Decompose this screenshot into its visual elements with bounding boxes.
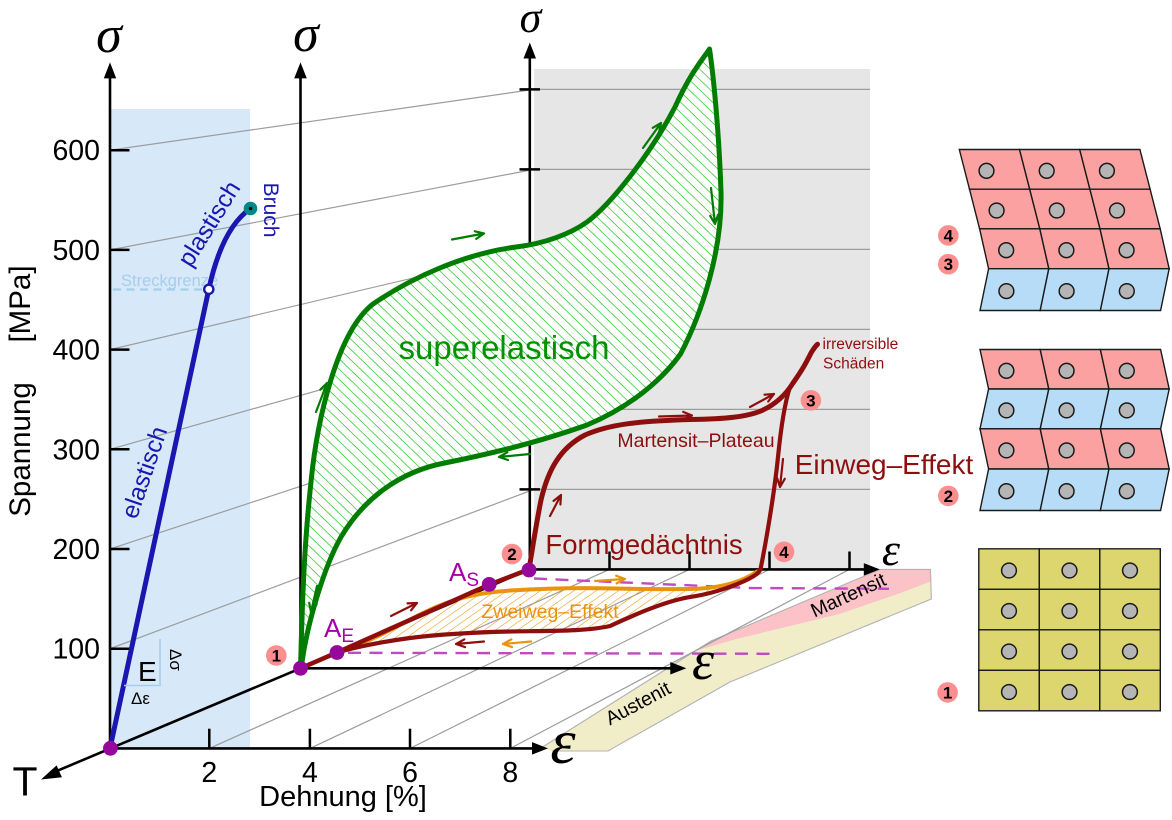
svg-text:Martensit–Plateau: Martensit–Plateau xyxy=(617,430,774,452)
svg-text:ε: ε xyxy=(882,524,901,575)
svg-text:Einweg–Effekt: Einweg–Effekt xyxy=(795,449,974,480)
svg-text:Bruch: Bruch xyxy=(259,183,282,238)
svg-text:Dehnung [%]: Dehnung [%] xyxy=(259,781,427,813)
svg-text:[MPa]: [MPa] xyxy=(4,265,37,342)
svg-text:3: 3 xyxy=(944,255,953,274)
svg-text:superelastisch: superelastisch xyxy=(399,329,610,366)
svg-text:2: 2 xyxy=(944,487,953,506)
svg-text:4: 4 xyxy=(944,226,954,245)
svg-text:σ: σ xyxy=(520,0,544,42)
svg-text:AS: AS xyxy=(449,557,479,591)
svg-text:Formgedächtnis: Formgedächtnis xyxy=(545,529,742,560)
svg-text:600: 600 xyxy=(52,135,100,167)
svg-text:ε: ε xyxy=(692,630,715,692)
svg-text:E: E xyxy=(138,656,157,687)
svg-text:3: 3 xyxy=(806,391,815,410)
svg-text:T: T xyxy=(13,759,38,805)
svg-text:Δε: Δε xyxy=(131,689,150,708)
svg-text:Spannung: Spannung xyxy=(4,382,37,517)
svg-text:1: 1 xyxy=(943,683,952,702)
svg-text:400: 400 xyxy=(52,335,100,367)
svg-text:ε: ε xyxy=(550,706,576,777)
svg-text:2: 2 xyxy=(201,757,217,789)
svg-text:Schäden: Schäden xyxy=(823,356,884,373)
svg-text:Zweiweg–Effekt: Zweiweg–Effekt xyxy=(481,601,619,623)
svg-text:4: 4 xyxy=(302,757,318,789)
svg-text:8: 8 xyxy=(502,757,518,789)
svg-text:300: 300 xyxy=(52,434,100,466)
svg-text:Δσ: Δσ xyxy=(166,649,185,671)
svg-text:1: 1 xyxy=(272,647,281,666)
svg-text:σ: σ xyxy=(96,7,124,64)
svg-text:500: 500 xyxy=(52,235,100,267)
svg-text:AE: AE xyxy=(324,613,354,647)
svg-text:6: 6 xyxy=(402,757,418,789)
svg-text:σ: σ xyxy=(293,6,321,63)
svg-text:200: 200 xyxy=(52,534,100,566)
svg-text:2: 2 xyxy=(507,545,516,564)
svg-text:4: 4 xyxy=(779,543,789,562)
svg-text:irreversible: irreversible xyxy=(823,336,899,353)
svg-text:100: 100 xyxy=(52,634,100,666)
svg-text:Streckgrenze: Streckgrenze xyxy=(121,272,218,290)
